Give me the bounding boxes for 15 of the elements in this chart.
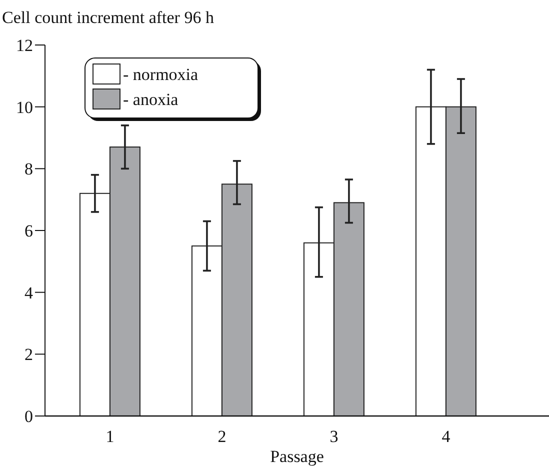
y-tick-label: 6 xyxy=(24,221,33,240)
x-tick-label: 4 xyxy=(442,426,451,446)
x-tick-label: 2 xyxy=(218,426,226,446)
y-tick-label: 0 xyxy=(24,406,33,426)
x-axis-title: Passage xyxy=(270,446,324,466)
x-tick-label: 3 xyxy=(330,426,338,446)
y-tick-label: 10 xyxy=(16,98,33,117)
y-tick-label: 4 xyxy=(24,283,34,302)
y-tick-label: 12 xyxy=(16,36,33,55)
legend-label: - normoxia xyxy=(123,64,199,84)
legend-label: - anoxia xyxy=(123,90,179,109)
x-tick-label: 1 xyxy=(106,426,114,446)
y-tick-label: 2 xyxy=(24,345,33,364)
chart-title: Cell count increment after 96 h xyxy=(2,8,214,27)
y-tick-label: 8 xyxy=(24,160,33,179)
